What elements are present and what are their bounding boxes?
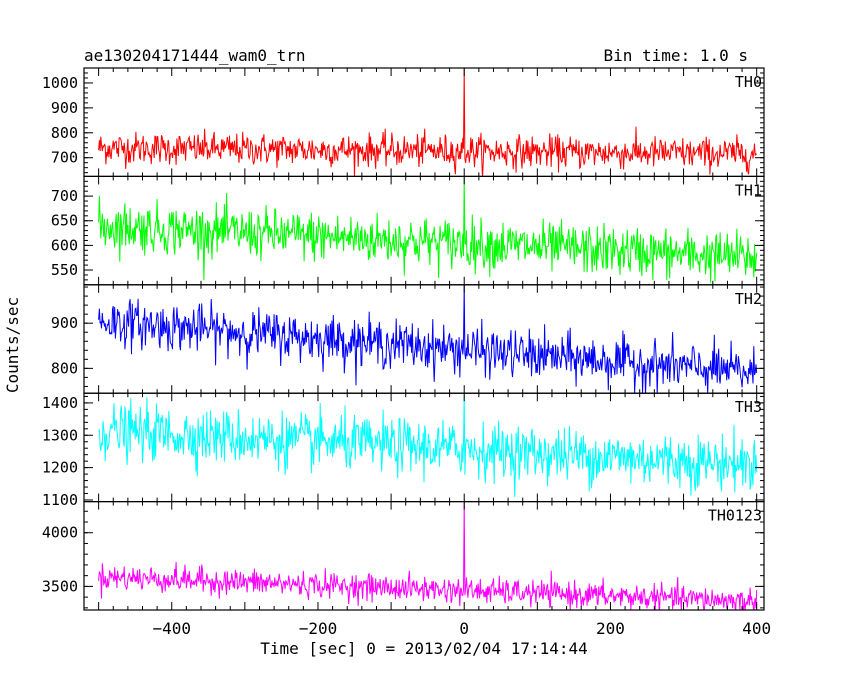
y-tick-label: 700	[51, 149, 78, 167]
panel-label: TH1	[735, 181, 762, 199]
series-line-th0	[98, 68, 758, 177]
y-tick-label: 1200	[42, 459, 78, 477]
y-tick-label: 700	[51, 187, 78, 205]
x-tick-label: 200	[596, 619, 625, 638]
panel-label: TH2	[735, 290, 762, 308]
x-axis: −400 −200 0 200 400	[152, 619, 771, 638]
series-line-th0123	[98, 501, 758, 611]
y-tick-label: 900	[51, 314, 78, 332]
panel-group: 700 800 900 1000 TH0 550 600 650 700 TH1 800 900 TH2…	[42, 67, 765, 611]
panel-th1: 550 600 650 700 TH1	[51, 175, 765, 286]
series-line-th2	[98, 284, 758, 394]
panel-frame	[83, 501, 765, 611]
panel-th3: 1100 1200 1300 1400 TH3	[42, 392, 765, 509]
y-tick-label: 1000	[42, 74, 78, 92]
y-tick-label: 550	[51, 261, 78, 279]
panel-label: TH3	[735, 398, 762, 416]
panel-th2: 800 900 TH2	[51, 284, 765, 394]
x-tick-label: 400	[742, 619, 771, 638]
bin-time-label: Bin time: 1.0 s	[604, 46, 749, 65]
panel-th0123: 3500 4000 TH0123	[42, 501, 765, 611]
panel-label: TH0	[735, 73, 762, 91]
y-tick-label: 800	[51, 124, 78, 142]
series-line-th1	[98, 176, 758, 284]
y-tick-label: 1300	[42, 426, 78, 444]
panel-label: TH0123	[708, 507, 762, 525]
x-tick-label: 0	[459, 619, 469, 638]
x-axis-label: Time [sec] 0 = 2013/02/04 17:14:44	[260, 639, 588, 658]
x-tick-label: −200	[299, 619, 338, 638]
y-tick-label: 900	[51, 99, 78, 117]
series-line-th3	[98, 393, 758, 498]
y-tick-label: 650	[51, 212, 78, 230]
y-tick-label: 1400	[42, 394, 78, 412]
x-tick-label: −400	[152, 619, 191, 638]
panel-th0: 700 800 900 1000 TH0	[42, 67, 765, 178]
y-tick-label: 800	[51, 359, 78, 377]
y-axis-label: Counts/sec	[3, 297, 22, 393]
chart-title: ae130204171444_wam0_trn	[84, 46, 306, 65]
y-tick-label: 600	[51, 236, 78, 254]
y-tick-label: 1100	[42, 491, 78, 509]
y-tick-label: 3500	[42, 577, 78, 595]
y-tick-label: 4000	[42, 524, 78, 542]
